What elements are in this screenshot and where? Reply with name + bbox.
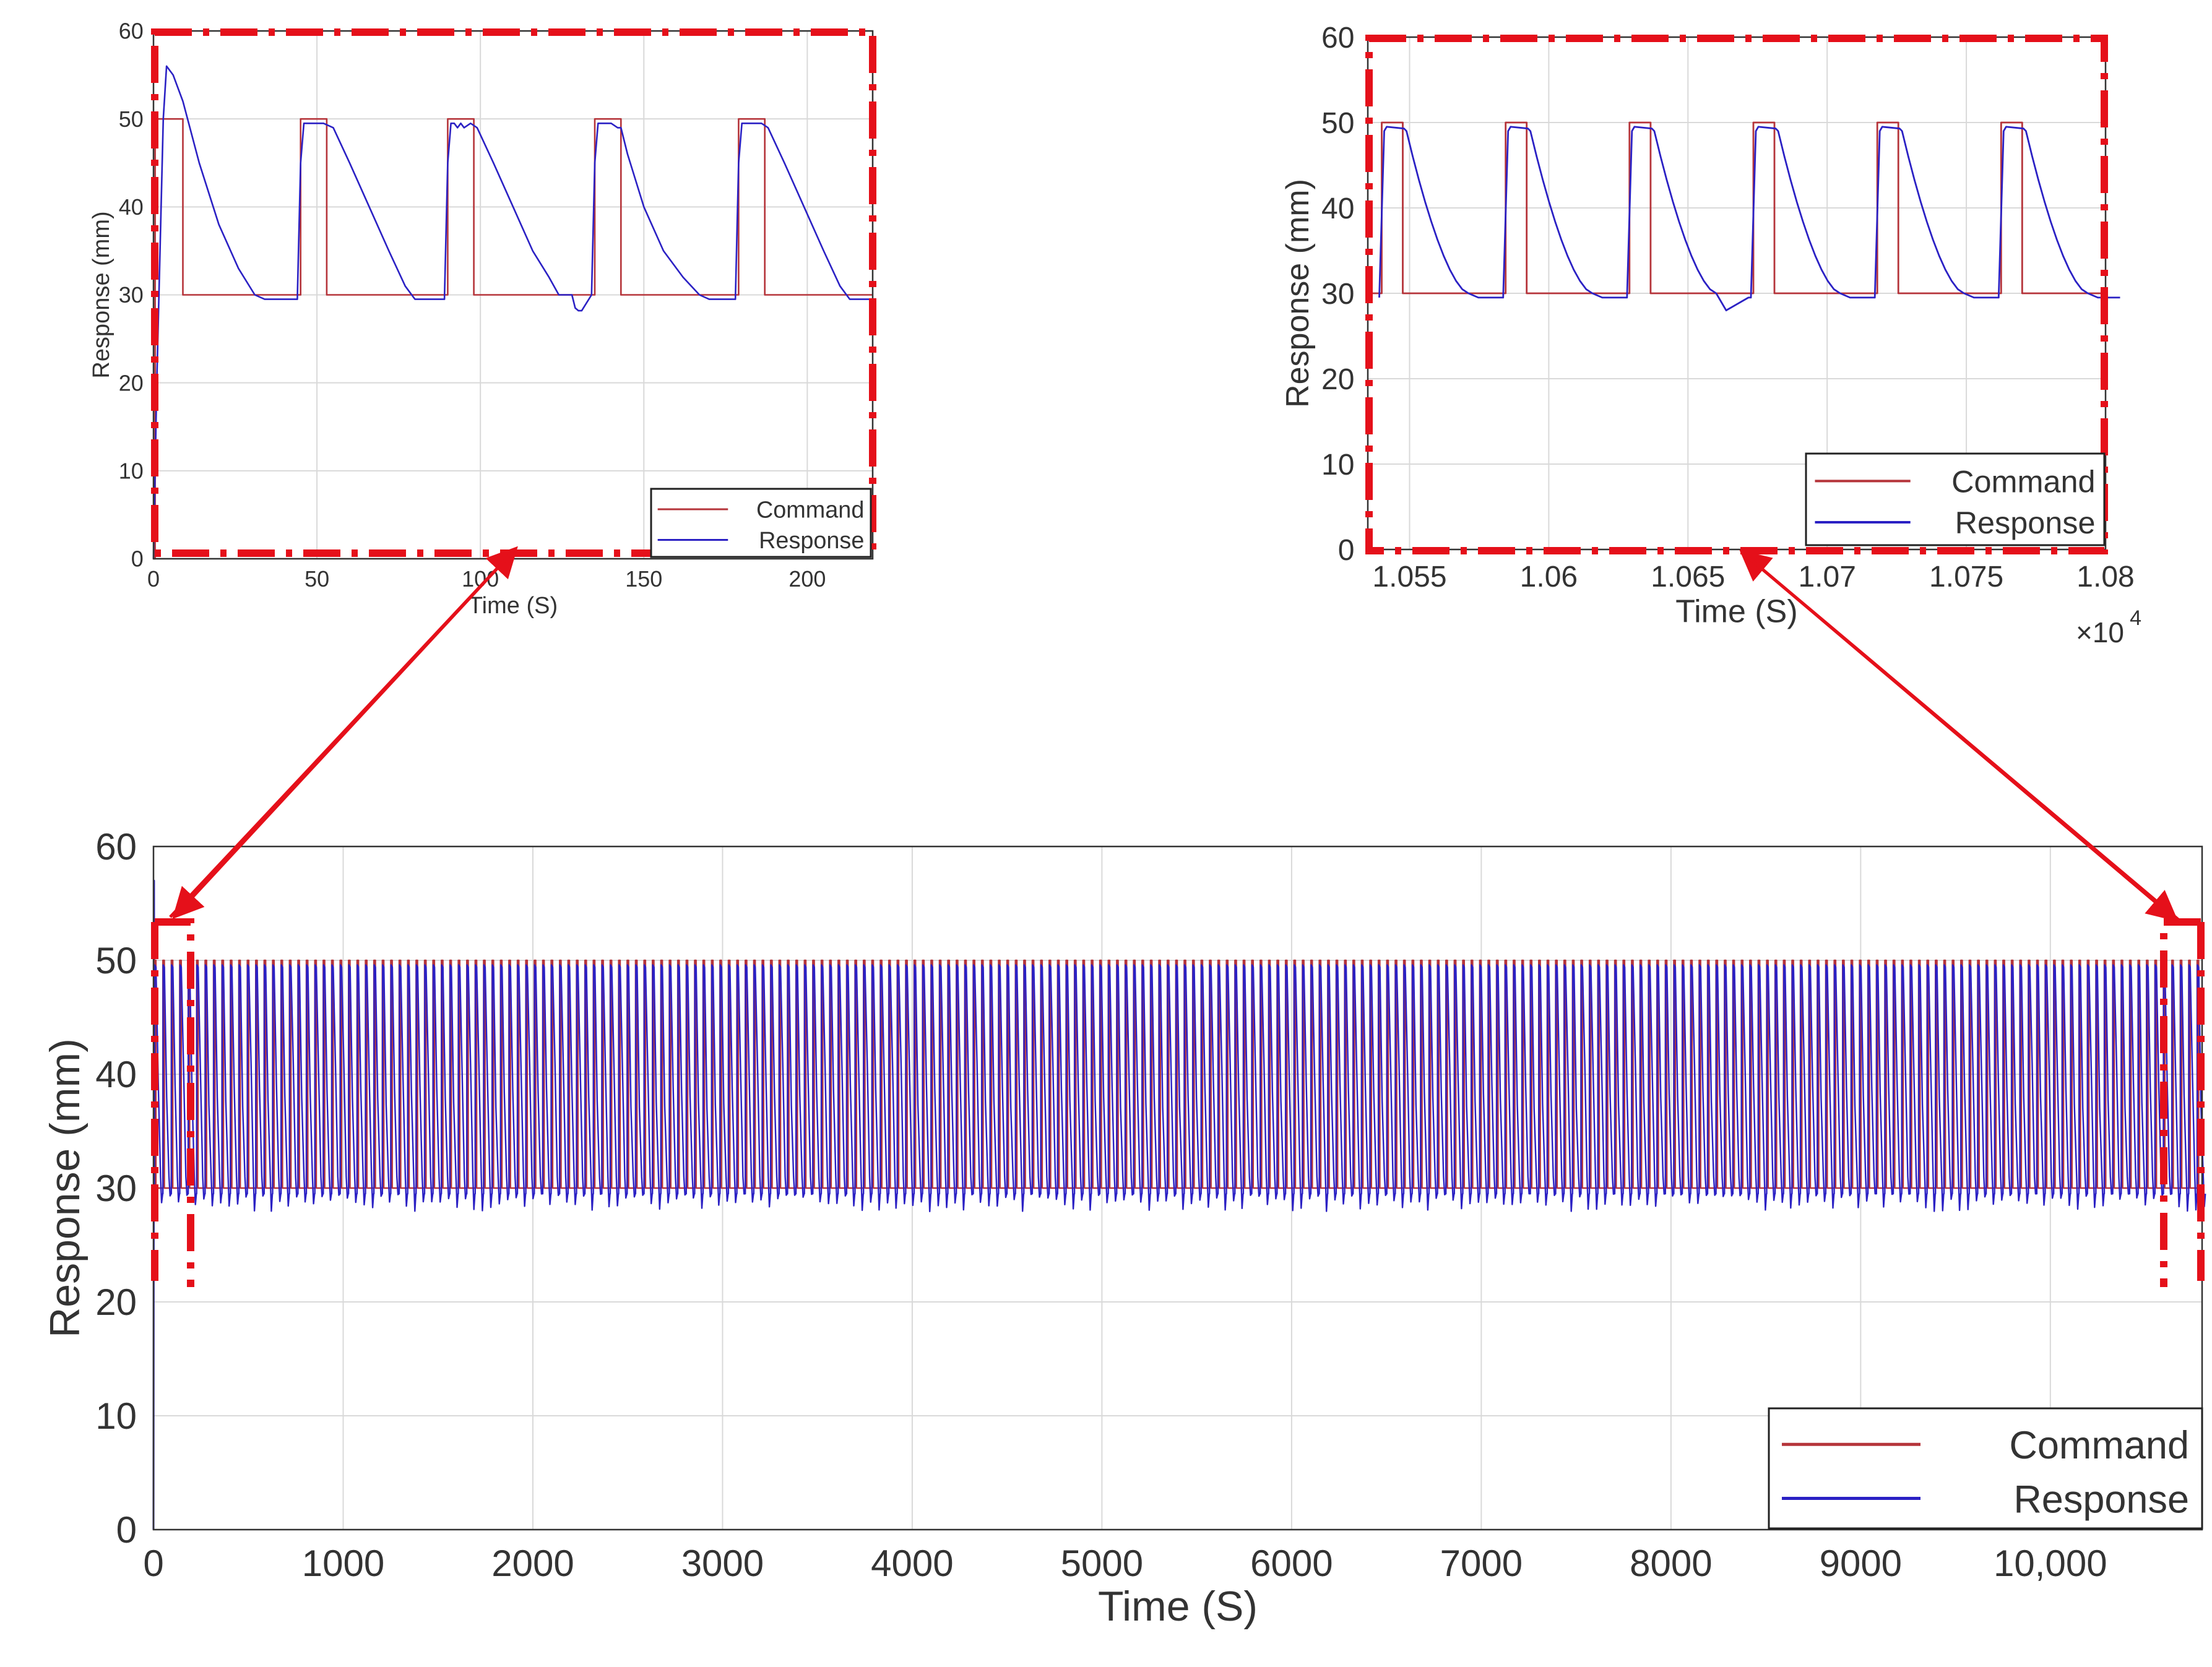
x-tick-label: 1.055 <box>1372 561 1446 593</box>
x-tick-label: 1.07 <box>1798 561 1856 593</box>
y-axis-label: Response (mm) <box>1280 179 1316 408</box>
series-line-response <box>152 65 873 559</box>
x-tick-label: 0 <box>147 566 160 592</box>
y-tick-label: 50 <box>95 940 137 981</box>
series-line-command <box>1368 121 2106 295</box>
x-tick-label: 1000 <box>302 1543 384 1584</box>
x-axis-label: Time (S) <box>1098 1583 1258 1630</box>
zoom-connectors <box>169 546 2181 922</box>
zoom-end-chart: 1.055 1.06 1.065 1.07 1.075 1.08 0 10 20 30 40 50 60… <box>1280 22 2141 648</box>
y-tick-label: 10 <box>95 1395 137 1437</box>
y-tick-label: 60 <box>95 826 137 868</box>
x-tick-label: 9000 <box>1820 1543 1902 1584</box>
legend: Command Response <box>1768 1407 2203 1530</box>
y-tick-label: 60 <box>119 19 144 44</box>
x-tick-label: 1.065 <box>1651 561 1725 593</box>
legend-label-response: Response <box>1955 505 2096 540</box>
y-tick-label: 20 <box>95 1281 137 1323</box>
y-tick-label: 20 <box>1321 363 1354 396</box>
tick-labels: 1.055 1.06 1.065 1.07 1.075 1.08 0 10 20 30 40 50 60 <box>1321 22 2135 593</box>
legend-label-command: Command <box>1951 464 2095 499</box>
x-tick-label: 1.06 <box>1520 561 1578 593</box>
x-tick-label: 200 <box>788 566 826 592</box>
legend-label-response: Response <box>759 528 864 554</box>
y-tick-label: 60 <box>1321 22 1354 54</box>
legend: Command Response <box>1805 452 2106 546</box>
y-tick-label: 0 <box>131 546 144 572</box>
legend: Command Response <box>650 488 872 558</box>
tick-labels: 0 1000 2000 3000 4000 5000 6000 7000 8000 9000 10,… <box>95 826 2107 1584</box>
y-tick-label: 10 <box>119 458 144 483</box>
y-tick-label: 40 <box>95 1054 137 1095</box>
legend-label-command: Command <box>2009 1424 2189 1467</box>
connector-arrow-end-tail <box>1743 553 2179 922</box>
x-tick-label: 8000 <box>1630 1543 1712 1584</box>
x-axis-multiplier-exponent: 4 <box>2130 606 2141 630</box>
y-tick-label: 30 <box>95 1168 137 1209</box>
series-line-command <box>153 959 2200 1189</box>
x-tick-label: 50 <box>305 566 329 592</box>
legend-label-command: Command <box>756 498 864 523</box>
legend-box <box>1805 452 2106 546</box>
y-axis-label: Response (mm) <box>41 1038 89 1338</box>
series-line-response <box>1378 126 2120 311</box>
x-tick-label: 150 <box>625 566 662 592</box>
x-tick-label: 5000 <box>1061 1543 1143 1584</box>
y-tick-label: 40 <box>1321 192 1354 225</box>
connector-arrow-start-tail <box>172 549 515 920</box>
legend-box <box>1768 1407 2203 1530</box>
x-tick-label: 4000 <box>871 1543 953 1584</box>
x-tick-label: 0 <box>143 1543 163 1584</box>
x-tick-label: 10,000 <box>1994 1543 2107 1584</box>
x-tick-label: 3000 <box>681 1543 764 1584</box>
x-tick-label: 6000 <box>1250 1543 1333 1584</box>
legend-box <box>650 488 872 558</box>
legend-label-response: Response <box>2013 1478 2189 1521</box>
y-tick-label: 0 <box>1338 534 1355 567</box>
x-axis-multiplier: ×10 <box>2076 616 2124 648</box>
highlight-box-start <box>151 918 194 1287</box>
y-tick-label: 30 <box>119 282 144 308</box>
y-tick-label: 30 <box>1321 278 1354 311</box>
y-tick-label: 50 <box>119 106 144 132</box>
y-tick-label: 20 <box>119 370 144 395</box>
series-line-command <box>153 118 873 560</box>
series-line-response <box>153 964 2206 1212</box>
x-axis-label: Time (S) <box>1675 594 1797 630</box>
y-tick-label: 10 <box>1321 449 1354 481</box>
y-axis-label: Response (mm) <box>89 211 114 378</box>
x-axis-label: Time (S) <box>469 593 558 619</box>
y-tick-label: 0 <box>116 1509 137 1551</box>
x-tick-label: 7000 <box>1440 1543 1523 1584</box>
zoom-highlight-box <box>1365 35 2108 554</box>
y-tick-label: 50 <box>1321 107 1354 140</box>
x-tick-label: 1.075 <box>1929 561 2003 593</box>
highlight-box-end <box>2160 918 2205 1287</box>
x-tick-label: 1.08 <box>2076 561 2134 593</box>
y-tick-label: 40 <box>119 194 144 220</box>
full-run-chart: 0 1000 2000 3000 4000 5000 6000 7000 8000 9000 10,… <box>41 826 2206 1630</box>
x-tick-label: 2000 <box>491 1543 574 1584</box>
